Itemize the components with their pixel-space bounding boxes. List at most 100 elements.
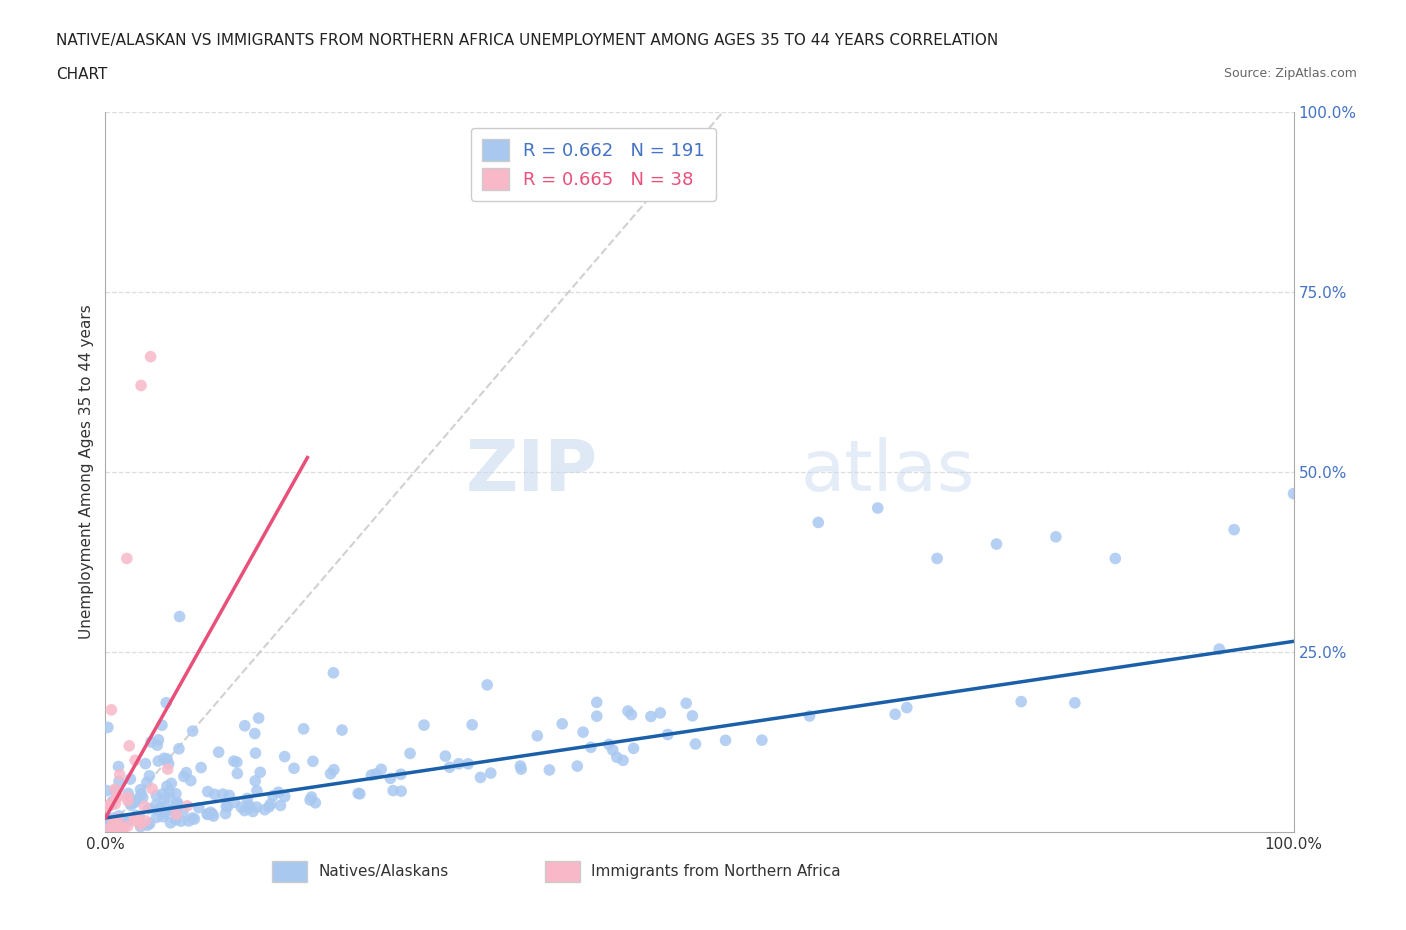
Point <box>925 551 948 565</box>
Point <box>129 782 152 797</box>
Point <box>96 814 118 829</box>
Point <box>115 551 138 565</box>
Point <box>330 723 353 737</box>
Point <box>218 788 240 803</box>
Point <box>132 790 155 805</box>
Point <box>183 812 205 827</box>
Point <box>159 816 181 830</box>
Text: NATIVE/ALASKAN VS IMMIGRANTS FROM NORTHERN AFRICA UNEMPLOYMENT AMONG AGES 35 TO : NATIVE/ALASKAN VS IMMIGRANTS FROM NORTHE… <box>56 33 998 47</box>
Point <box>128 809 150 824</box>
Point <box>606 750 628 764</box>
Point <box>222 753 245 768</box>
Point <box>247 711 270 725</box>
Point <box>233 804 256 818</box>
Point <box>347 786 370 801</box>
Point <box>208 745 231 760</box>
Point <box>197 806 219 821</box>
Point <box>270 798 292 813</box>
Point <box>146 803 169 817</box>
Point <box>104 819 127 834</box>
Point <box>439 760 461 775</box>
Point <box>108 774 131 789</box>
Point <box>98 823 121 838</box>
Point <box>225 755 247 770</box>
Point <box>675 696 697 711</box>
Point <box>166 796 188 811</box>
Point <box>104 783 127 798</box>
Point <box>201 806 224 821</box>
Point <box>470 770 492 785</box>
Point <box>380 771 402 786</box>
Point <box>246 783 269 798</box>
Point <box>120 796 142 811</box>
Point <box>100 813 122 828</box>
Y-axis label: Unemployment Among Ages 35 to 44 years: Unemployment Among Ages 35 to 44 years <box>79 305 94 639</box>
Point <box>322 763 344 777</box>
Point <box>170 814 193 829</box>
Point <box>159 790 181 805</box>
Point <box>124 795 146 810</box>
Point <box>215 799 238 814</box>
Text: Natives/Alaskans: Natives/Alaskans <box>318 864 449 879</box>
Point <box>160 776 183 790</box>
Point <box>124 753 146 768</box>
Point <box>236 791 259 806</box>
Point <box>139 350 162 365</box>
Point <box>138 802 160 817</box>
Point <box>124 811 146 826</box>
Point <box>1208 642 1230 657</box>
Point <box>319 766 342 781</box>
Point <box>1104 551 1126 565</box>
Point <box>267 785 290 800</box>
Text: ZIP: ZIP <box>467 437 599 507</box>
Point <box>1010 694 1032 709</box>
Point <box>585 695 607 710</box>
Point <box>177 814 200 829</box>
Point <box>986 537 1008 551</box>
Point <box>101 819 124 834</box>
Point <box>457 756 479 771</box>
Point <box>249 764 271 779</box>
Point <box>238 801 260 816</box>
Point <box>101 797 124 812</box>
Point <box>714 733 737 748</box>
Point <box>110 819 132 834</box>
Point <box>157 784 180 799</box>
Point <box>127 811 149 826</box>
Point <box>389 784 412 799</box>
Point <box>1282 486 1305 501</box>
Point <box>173 769 195 784</box>
Point <box>617 704 640 719</box>
Point <box>246 800 269 815</box>
Point <box>262 789 284 804</box>
Point <box>100 797 122 812</box>
Point <box>101 814 124 829</box>
Point <box>111 820 134 835</box>
Point <box>97 799 120 814</box>
Point <box>149 801 172 816</box>
Point <box>447 756 470 771</box>
Point <box>1223 523 1246 538</box>
Point <box>127 812 149 827</box>
Point <box>134 799 156 814</box>
Point <box>389 767 412 782</box>
Point <box>190 760 212 775</box>
Point <box>107 811 129 826</box>
Point <box>152 809 174 824</box>
Point <box>146 737 169 752</box>
Point <box>153 792 176 807</box>
Point <box>579 740 602 755</box>
Point <box>884 707 907 722</box>
Point <box>640 709 662 724</box>
Point <box>413 718 436 733</box>
Point <box>100 702 122 717</box>
Point <box>245 774 267 789</box>
Point <box>145 797 167 812</box>
Point <box>253 803 276 817</box>
Point <box>283 761 305 776</box>
Point <box>134 756 156 771</box>
Point <box>896 700 918 715</box>
Point <box>551 716 574 731</box>
Text: Immigrants from Northern Africa: Immigrants from Northern Africa <box>592 864 841 879</box>
Text: Source: ZipAtlas.com: Source: ZipAtlas.com <box>1223 67 1357 80</box>
